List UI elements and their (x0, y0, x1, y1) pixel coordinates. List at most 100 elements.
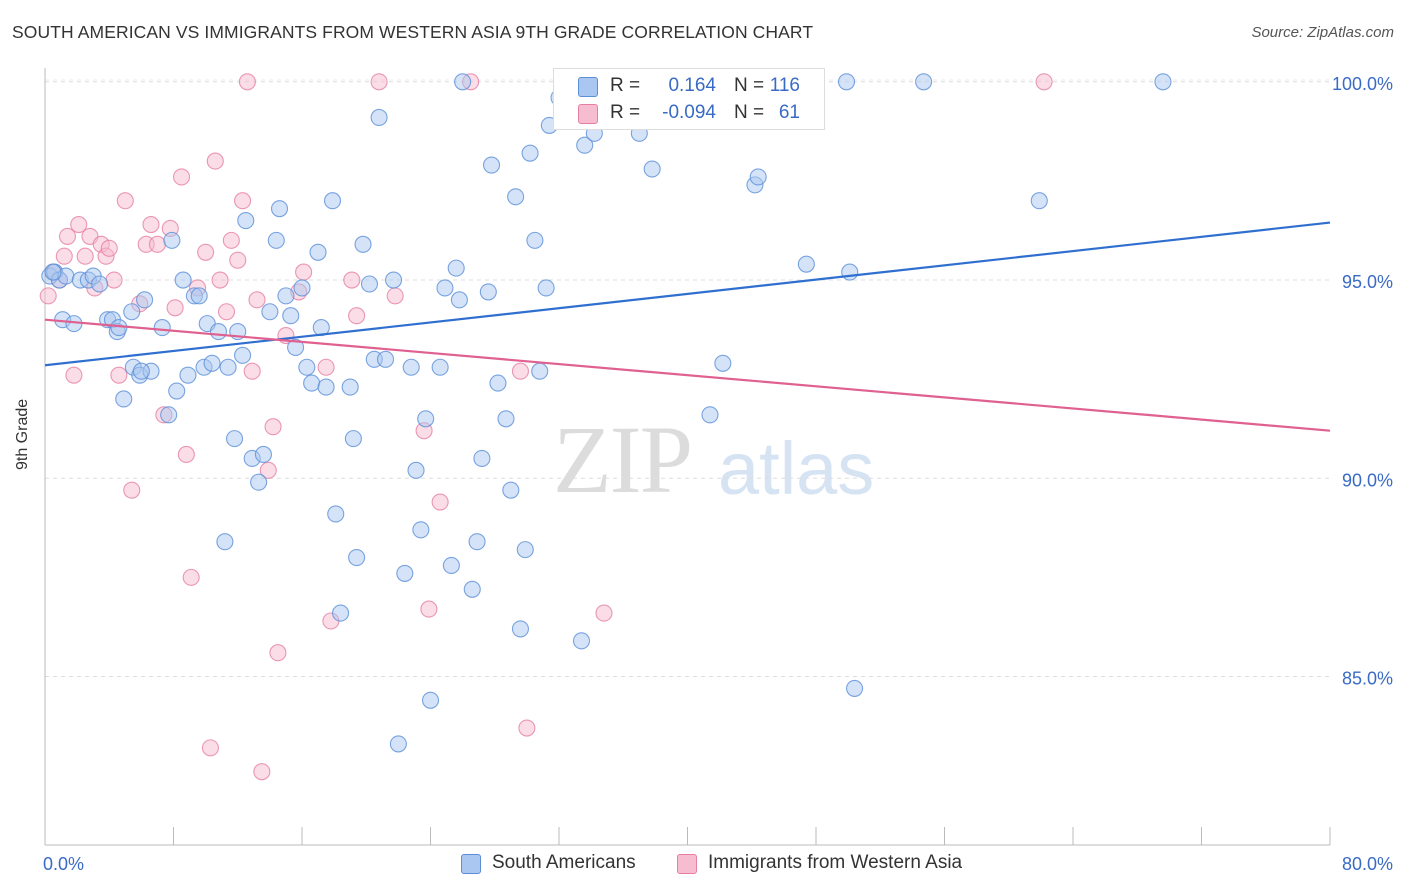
point-south-americans (216, 533, 234, 551)
point-south-americans (402, 358, 420, 376)
point-south-americans (323, 192, 342, 210)
point-south-americans (1030, 192, 1048, 210)
y-tick-label: 100.0% (1332, 74, 1393, 94)
point-western-asia (166, 299, 184, 317)
point-south-americans (309, 243, 327, 261)
point-south-americans (407, 461, 425, 479)
point-south-americans (442, 556, 460, 575)
point-south-americans (190, 287, 208, 305)
point-western-asia (197, 243, 215, 261)
point-south-americans (531, 362, 549, 380)
point-south-americans (370, 108, 388, 127)
point-western-asia (123, 481, 141, 499)
point-south-americans (421, 691, 440, 709)
point-south-americans (344, 430, 362, 448)
point-western-asia (172, 168, 191, 186)
point-south-americans (261, 303, 279, 321)
watermark-atlas: atlas (718, 427, 875, 510)
point-south-americans (516, 541, 534, 559)
point-western-asia (253, 763, 271, 781)
point-south-americans (714, 354, 732, 372)
legend-label: Immigrants from Western Asia (708, 852, 963, 873)
point-south-americans (502, 481, 520, 499)
point-south-americans (234, 346, 252, 364)
point-south-americans (837, 73, 856, 91)
n-label: N = (734, 102, 765, 123)
r-label: R = (610, 102, 641, 123)
point-south-americans (417, 410, 435, 428)
point-south-americans (507, 188, 525, 206)
point-south-americans (287, 338, 305, 356)
point-south-americans (254, 445, 273, 464)
point-western-asia (386, 287, 404, 305)
x-tick-label: 0.0% (43, 854, 84, 874)
point-south-americans (447, 259, 465, 277)
point-south-americans (845, 679, 864, 697)
point-western-asia (148, 235, 166, 253)
point-western-asia (348, 307, 366, 325)
point-south-americans (915, 73, 933, 91)
point-western-asia (76, 247, 94, 265)
point-south-americans (168, 382, 186, 400)
point-western-asia (248, 291, 266, 309)
point-south-americans (136, 291, 154, 309)
point-south-americans (489, 374, 507, 392)
point-south-americans (749, 168, 767, 186)
point-western-asia (264, 418, 282, 436)
legend-label: South Americans (492, 852, 636, 873)
point-south-americans (115, 390, 133, 408)
point-south-americans (270, 200, 289, 218)
point-western-asia (259, 461, 277, 479)
point-south-americans (473, 449, 491, 467)
point-south-americans (331, 604, 350, 622)
point-south-americans (153, 319, 171, 337)
point-south-americans (237, 212, 255, 230)
point-western-asia (317, 358, 335, 376)
point-south-americans (521, 144, 539, 162)
point-western-asia (243, 362, 261, 380)
point-western-asia (217, 303, 236, 321)
point-western-asia (70, 215, 88, 234)
point-western-asia (201, 739, 219, 757)
stats-row-south-americans: R = 0.164 N = 116 (554, 72, 824, 100)
point-western-asia (222, 231, 240, 249)
point-south-americans (360, 275, 379, 293)
point-western-asia (1035, 73, 1053, 91)
point-south-americans (797, 255, 815, 273)
point-south-americans (282, 307, 300, 325)
point-south-americans (841, 263, 859, 281)
legend-swatch-pink (677, 854, 697, 874)
point-south-americans (412, 521, 430, 539)
point-south-americans (225, 430, 244, 448)
point-south-americans (701, 406, 719, 424)
point-western-asia (105, 271, 123, 289)
legend-swatch-blue (461, 854, 481, 874)
point-south-americans (497, 410, 515, 428)
point-western-asia (116, 192, 134, 210)
point-south-americans (463, 580, 481, 598)
point-south-americans (482, 156, 501, 174)
point-western-asia (295, 263, 313, 281)
point-south-americans (436, 279, 454, 297)
point-south-americans (250, 473, 268, 491)
point-south-americans (174, 271, 192, 289)
point-western-asia (229, 251, 247, 269)
trend-line-western-asia (44, 318, 1331, 432)
point-south-americans (389, 735, 407, 753)
point-south-americans (450, 291, 468, 309)
n-value: 61 (778, 102, 800, 123)
y-tick-label: 95.0% (1342, 272, 1393, 292)
point-south-americans (431, 358, 449, 376)
point-western-asia (238, 73, 256, 91)
point-western-asia (211, 271, 229, 289)
point-western-asia (511, 362, 530, 380)
point-south-americans (219, 358, 237, 376)
r-value: -0.094 (662, 102, 716, 123)
point-south-americans (317, 378, 335, 396)
point-south-americans (526, 231, 544, 249)
point-south-americans (277, 287, 295, 305)
point-south-americans (298, 358, 316, 376)
point-south-americans (1154, 73, 1172, 91)
point-western-asia (55, 247, 73, 265)
point-western-asia (370, 73, 388, 91)
